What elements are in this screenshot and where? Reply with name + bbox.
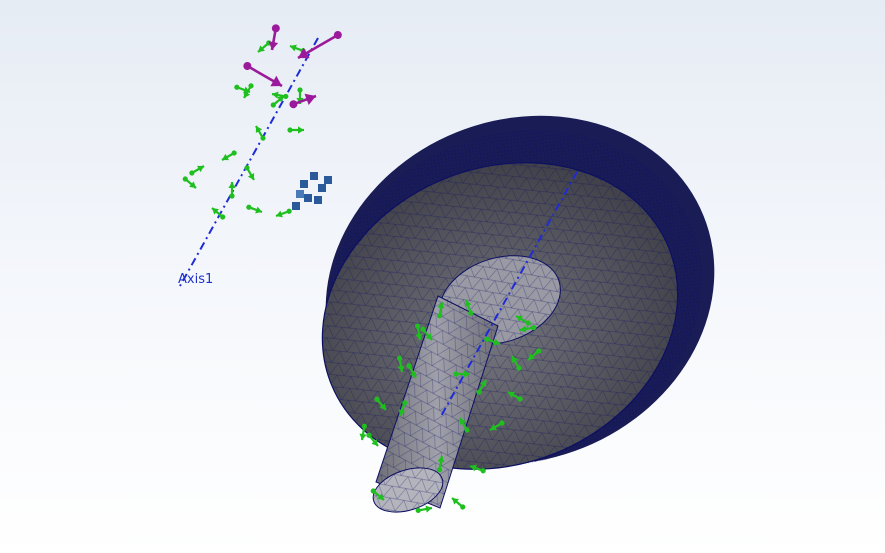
fixture-arrow <box>507 391 523 402</box>
fixture-arrow <box>287 126 304 134</box>
fixture-arrow <box>453 370 470 378</box>
fixture-arrow <box>246 204 263 214</box>
fixture-arrow <box>476 379 487 395</box>
fixture-arrow <box>228 182 236 199</box>
fixture-arrow <box>244 165 255 181</box>
fixture-arrow <box>275 208 292 218</box>
fixture-arrow <box>484 336 501 346</box>
fixture-arrow <box>366 432 379 447</box>
load-arrow <box>297 31 342 60</box>
fixture-arrow <box>374 396 387 411</box>
fixture-arrow <box>370 488 385 501</box>
fixture-arrow <box>511 355 522 371</box>
fixture-arrow <box>469 464 486 474</box>
fixture-arrow <box>459 417 470 433</box>
fixture-arrow <box>221 150 237 161</box>
contact-marker-cluster[interactable] <box>292 172 332 210</box>
fixture-arrow <box>243 83 254 99</box>
fixture-arrow <box>414 323 423 341</box>
fixture-arrow <box>257 40 272 53</box>
fixture-arrow <box>189 165 205 176</box>
fixture-arrows[interactable] <box>181 39 543 515</box>
load-arrow <box>243 62 283 88</box>
fixture-arrow <box>211 207 226 220</box>
fixture-arrow <box>519 324 537 333</box>
fixture-arrow <box>436 301 445 319</box>
fixture-arrow <box>464 299 474 316</box>
fixture-arrow <box>515 315 531 326</box>
fixture-arrow <box>255 125 266 141</box>
reference-axis[interactable] <box>179 37 578 419</box>
load-arrows[interactable] <box>241 24 344 112</box>
fixture-arrow <box>182 176 197 189</box>
fixture-arrow <box>406 363 417 379</box>
fixture-arrow <box>489 420 505 431</box>
fixture-arrow <box>271 91 289 100</box>
fixture-arrow <box>415 505 433 514</box>
fixture-arrow <box>420 326 433 341</box>
disk-flange[interactable] <box>273 58 768 522</box>
fixture-arrow <box>398 400 408 417</box>
load-arrow <box>268 24 280 51</box>
load-arrow <box>289 93 317 109</box>
fixture-arrow <box>359 423 368 441</box>
fixture-arrow <box>396 355 405 373</box>
fixture-arrow <box>270 95 285 108</box>
axis-label: Axis1 <box>178 272 214 287</box>
fixture-arrow <box>527 348 542 361</box>
fixture-arrow <box>451 497 466 510</box>
fixture-arrow <box>436 455 445 473</box>
